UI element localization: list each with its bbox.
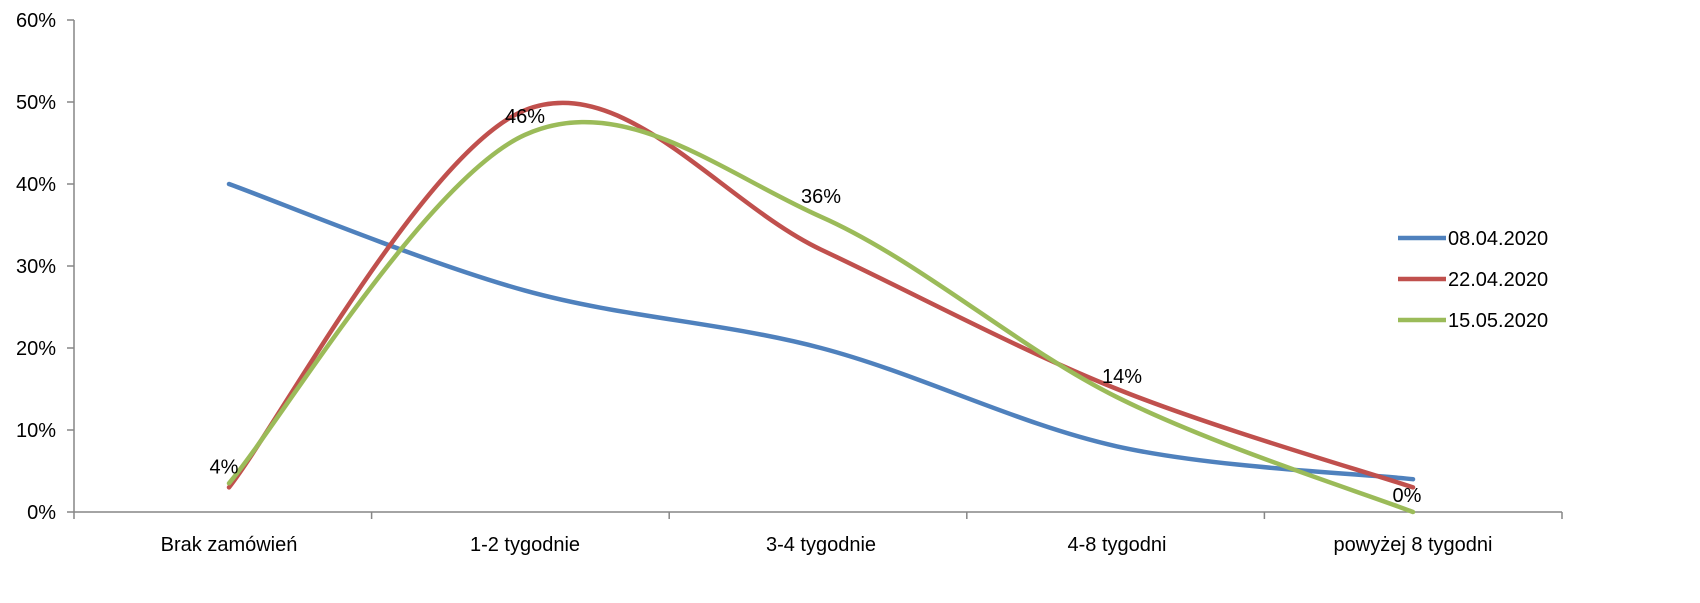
y-tick-label: 30%: [16, 256, 56, 278]
x-tick-label: powyżej 8 tygodni: [1334, 534, 1493, 556]
legend-label: 22.04.2020: [1448, 269, 1548, 291]
y-tick-label: 10%: [16, 420, 56, 442]
y-tick-label: 40%: [16, 174, 56, 196]
series-lines: [226, 100, 1416, 515]
y-tick-label: 50%: [16, 92, 56, 114]
series-line-08.04.2020: [226, 181, 1416, 482]
y-tick-label: 60%: [16, 10, 56, 32]
x-tick-label: 4-8 tygodni: [1068, 534, 1167, 556]
data-label: 36%: [801, 186, 841, 208]
x-tick-label: 3-4 tygodnie: [766, 534, 876, 556]
y-tick-label: 0%: [27, 502, 56, 524]
data-label: 0%: [1393, 485, 1422, 507]
data-label: 46%: [505, 106, 545, 128]
x-tick-label: 1-2 tygodnie: [470, 534, 580, 556]
legend: 08.04.2020 22.04.2020 15.05.2020: [1398, 228, 1548, 332]
data-labels: 4% 46% 36% 14% 0%: [210, 106, 1422, 507]
legend-label: 15.05.2020: [1448, 310, 1548, 332]
data-label: 4%: [210, 456, 239, 478]
x-tick-label: Brak zamówień: [161, 534, 298, 556]
legend-label: 08.04.2020: [1448, 228, 1548, 250]
data-label: 14%: [1102, 366, 1142, 388]
y-tick-label: 20%: [16, 338, 56, 360]
axes: 0% 10% 20% 30% 40% 50% 60% Brak zamówień 1-2 tyg…: [16, 10, 1563, 556]
series-line-15.05.2020: [226, 119, 1416, 515]
series-line-22.04.2020: [226, 100, 1416, 490]
